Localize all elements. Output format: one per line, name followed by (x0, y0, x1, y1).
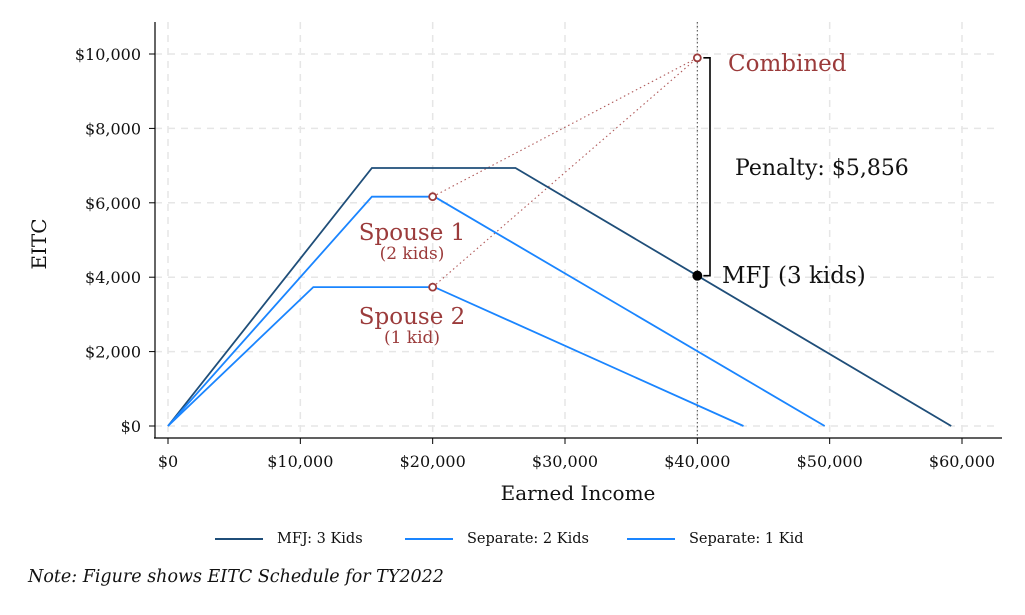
legend: MFJ: 3 Kids Separate: 2 Kids Separate: 1… (0, 528, 1025, 550)
y-tick-label: $4,000 (85, 268, 141, 287)
penalty-bracket (703, 57, 711, 277)
point-marker-combined (692, 53, 702, 63)
spouse1-label: Spouse 1 (359, 220, 466, 246)
y-tick-label: $6,000 (85, 194, 141, 213)
penalty-label: Penalty: $5,856 (735, 156, 909, 181)
y-tick-label: $8,000 (85, 119, 141, 138)
legend-swatch-mfj (215, 538, 263, 540)
series-line-0 (167, 167, 952, 427)
x-tick-label: $0 (158, 452, 178, 471)
spouse2-label: Spouse 2 (359, 304, 466, 330)
x-tick-label: $50,000 (797, 452, 863, 471)
y-tick-label: $10,000 (75, 45, 141, 64)
grid (155, 22, 1000, 436)
connector-line (432, 57, 698, 198)
legend-item-separate-1-kid: Separate: 1 Kid (627, 528, 804, 550)
x-axis-ticks: $0 $10,000 $20,000 $30,000 $40,000 $50,000 $60… (158, 438, 995, 471)
x-tick-label: $10,000 (267, 452, 333, 471)
legend-item-separate-2-kids: Separate: 2 Kids (405, 528, 589, 550)
mfj-label: MFJ (3 kids) (722, 263, 866, 289)
y-axis-title: EITC (27, 218, 51, 269)
legend-label: Separate: 1 Kid (689, 531, 804, 547)
series-lines (167, 167, 952, 427)
point-marker-spouse1 (428, 192, 438, 202)
point-markers (428, 53, 703, 292)
series-line-2 (167, 286, 744, 427)
figure-note: Note: Figure shows EITC Schedule for TY2… (28, 567, 444, 587)
x-tick-label: $30,000 (532, 452, 598, 471)
series-line-1 (167, 195, 826, 427)
point-marker-spouse2 (428, 282, 438, 292)
legend-label: MFJ: 3 Kids (277, 531, 363, 547)
spouse2-sublabel: (1 kid) (384, 328, 440, 348)
y-tick-label: $2,000 (85, 343, 141, 362)
spouse1-sublabel: (2 kids) (380, 244, 445, 264)
axes (154, 22, 1002, 439)
x-tick-label: $40,000 (664, 452, 730, 471)
combined-label: Combined (728, 51, 847, 77)
x-axis-title: Earned Income (501, 481, 656, 505)
legend-swatch-separate-1 (627, 538, 675, 540)
x-tick-label: $60,000 (929, 452, 995, 471)
point-marker-mfj (692, 270, 703, 281)
legend-swatch-separate-2 (405, 538, 453, 540)
y-tick-label: $0 (121, 417, 141, 436)
x-tick-label: $20,000 (400, 452, 466, 471)
legend-item-mfj-3-kids: MFJ: 3 Kids (215, 528, 363, 550)
guide-lines (432, 22, 711, 436)
y-axis-ticks: $0 $2,000 $4,000 $6,000 $8,000 $10,000 (75, 45, 155, 436)
legend-label: Separate: 2 Kids (467, 531, 589, 547)
